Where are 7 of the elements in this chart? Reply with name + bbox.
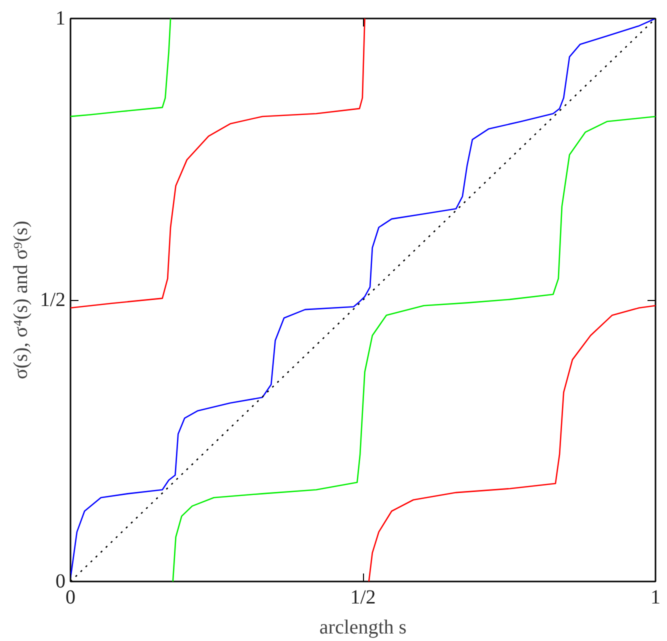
y-tick-label: 1 [56, 8, 66, 30]
x-axis-title: arclength s [319, 616, 407, 638]
y-tick-label: 1/2 [40, 289, 66, 311]
x-tick-label: 1 [650, 586, 660, 608]
y-axis-title: σ(s), σ⁴(s) and σ⁹(s) [10, 220, 32, 380]
y-tick-label: 0 [56, 570, 66, 592]
x-tick-label: 1/2 [350, 586, 376, 608]
